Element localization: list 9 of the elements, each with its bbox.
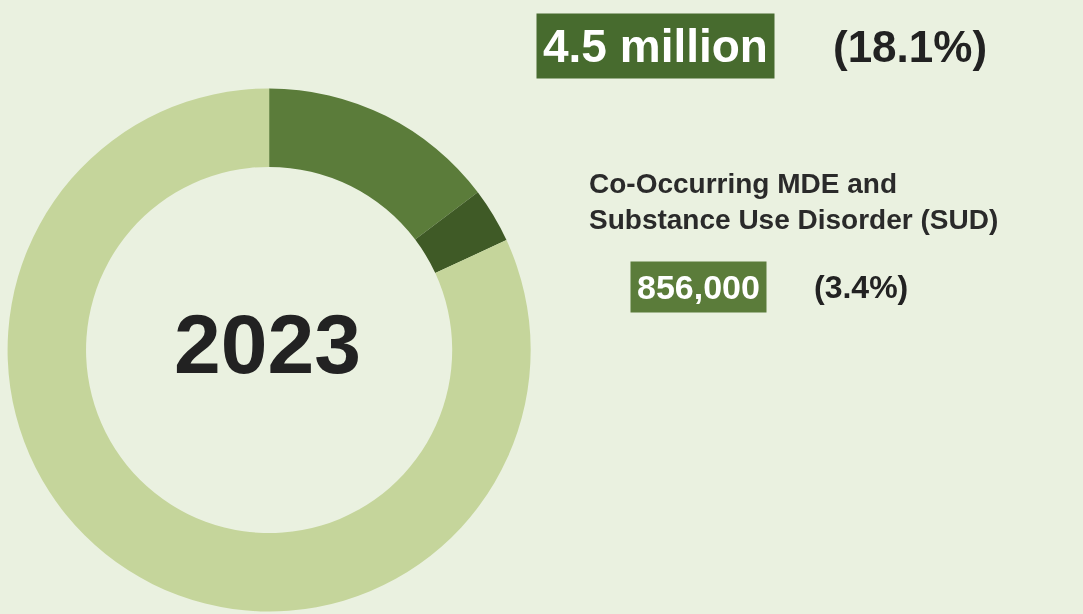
- text: 4.5 million: [543, 20, 768, 72]
- text: 2023: [174, 297, 361, 391]
- text: (18.1%): [833, 22, 988, 71]
- donut-slice: [269, 88, 478, 240]
- text: 856,000: [637, 268, 760, 306]
- donut-slice: [7, 88, 531, 612]
- donut-slice: [415, 192, 507, 274]
- text: (3.4%): [814, 269, 909, 305]
- text: Co-Occurring MDE and Substance Use Disorder (SUD): [589, 168, 999, 236]
